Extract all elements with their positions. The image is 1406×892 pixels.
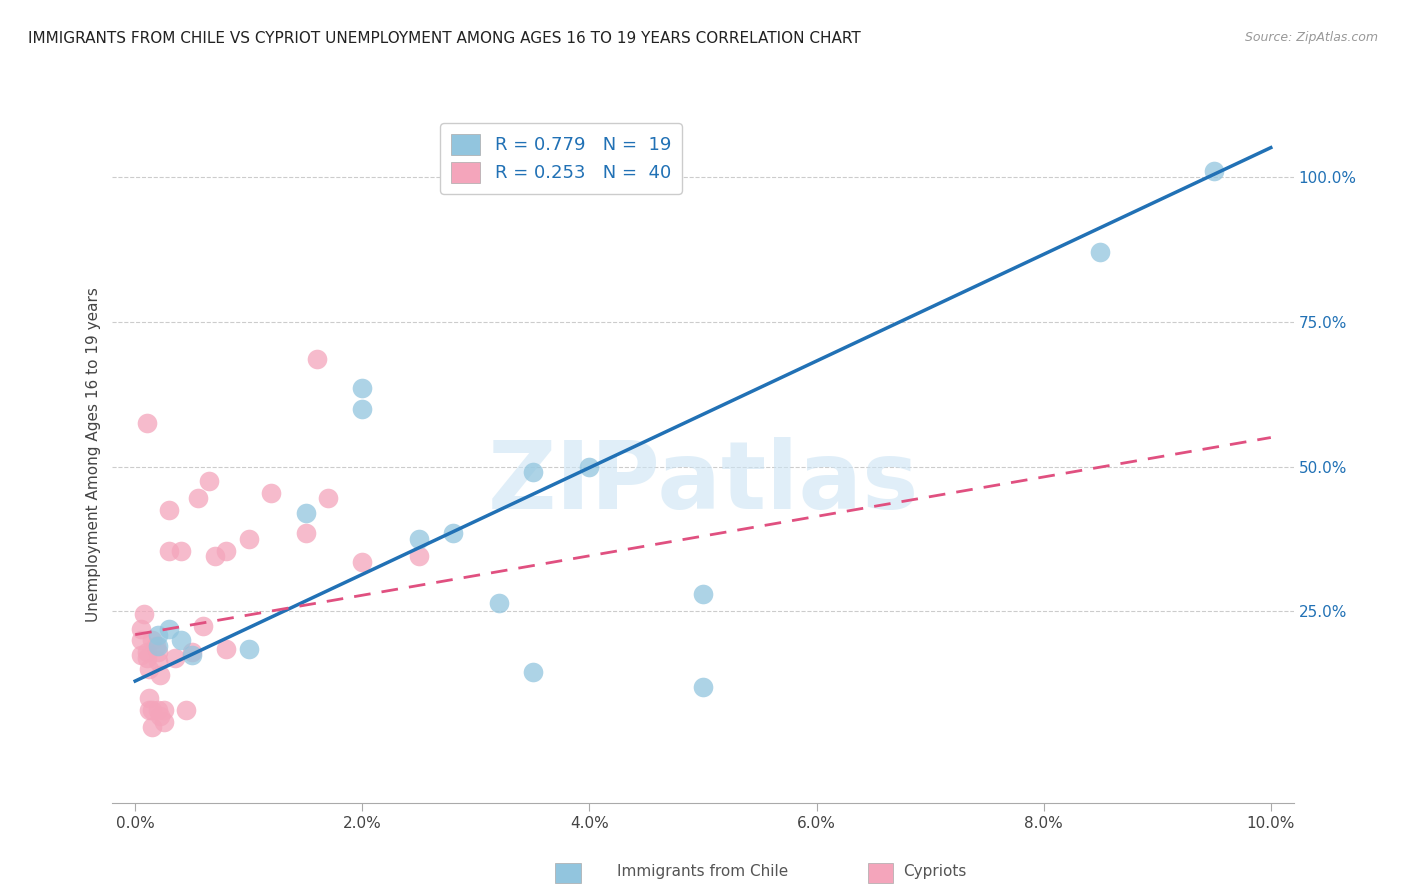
Point bbox=[152, 703, 174, 717]
Point bbox=[138, 662, 160, 677]
Point bbox=[441, 526, 464, 541]
Point bbox=[181, 648, 204, 662]
Text: Cypriots: Cypriots bbox=[903, 863, 967, 879]
Point bbox=[141, 633, 163, 648]
Point bbox=[146, 654, 169, 668]
Point bbox=[146, 639, 169, 653]
Point bbox=[294, 506, 316, 520]
Point bbox=[134, 607, 156, 622]
Text: Immigrants from Chile: Immigrants from Chile bbox=[617, 863, 789, 879]
Point bbox=[138, 691, 160, 706]
Legend: R = 0.779   N =  19, R = 0.253   N =  40: R = 0.779 N = 19, R = 0.253 N = 40 bbox=[440, 123, 682, 194]
Point bbox=[157, 503, 180, 517]
Point bbox=[260, 485, 283, 500]
Point bbox=[138, 703, 160, 717]
Text: Source: ZipAtlas.com: Source: ZipAtlas.com bbox=[1244, 31, 1378, 45]
Point bbox=[187, 491, 209, 506]
Point bbox=[141, 703, 163, 717]
Point bbox=[129, 633, 152, 648]
Point bbox=[181, 645, 204, 659]
Point bbox=[352, 555, 374, 569]
Point bbox=[193, 619, 215, 633]
Point bbox=[129, 648, 152, 662]
Point bbox=[169, 633, 191, 648]
Point bbox=[135, 651, 157, 665]
Point bbox=[215, 543, 238, 558]
Point bbox=[238, 642, 260, 657]
Y-axis label: Unemployment Among Ages 16 to 19 years: Unemployment Among Ages 16 to 19 years bbox=[86, 287, 101, 623]
Point bbox=[488, 596, 510, 610]
Point bbox=[157, 543, 180, 558]
Point bbox=[141, 721, 163, 735]
Point bbox=[149, 708, 172, 723]
Point bbox=[408, 549, 430, 564]
Point bbox=[692, 587, 714, 601]
Point bbox=[146, 628, 169, 642]
Point bbox=[204, 549, 226, 564]
Point bbox=[198, 474, 221, 488]
Point bbox=[305, 352, 328, 367]
Point bbox=[578, 459, 600, 474]
Point bbox=[352, 381, 374, 395]
Point bbox=[316, 491, 339, 506]
Point bbox=[135, 645, 157, 659]
Point bbox=[522, 665, 544, 680]
Point bbox=[1090, 244, 1112, 259]
Point bbox=[163, 651, 186, 665]
Point bbox=[149, 668, 172, 682]
Text: ZIPatlas: ZIPatlas bbox=[488, 437, 918, 529]
Point bbox=[145, 639, 167, 653]
Point bbox=[174, 703, 197, 717]
Point bbox=[408, 532, 430, 546]
Point bbox=[522, 466, 544, 480]
Point bbox=[169, 543, 191, 558]
Text: IMMIGRANTS FROM CHILE VS CYPRIOT UNEMPLOYMENT AMONG AGES 16 TO 19 YEARS CORRELAT: IMMIGRANTS FROM CHILE VS CYPRIOT UNEMPLO… bbox=[28, 31, 860, 46]
Point bbox=[157, 622, 180, 636]
Point bbox=[146, 645, 169, 659]
Point bbox=[238, 532, 260, 546]
Point bbox=[135, 416, 157, 430]
Point bbox=[152, 714, 174, 729]
Point bbox=[294, 526, 316, 541]
Point bbox=[215, 642, 238, 657]
Point bbox=[146, 703, 169, 717]
Point bbox=[129, 622, 152, 636]
Point bbox=[1202, 164, 1225, 178]
Point bbox=[692, 680, 714, 694]
Point bbox=[352, 401, 374, 416]
